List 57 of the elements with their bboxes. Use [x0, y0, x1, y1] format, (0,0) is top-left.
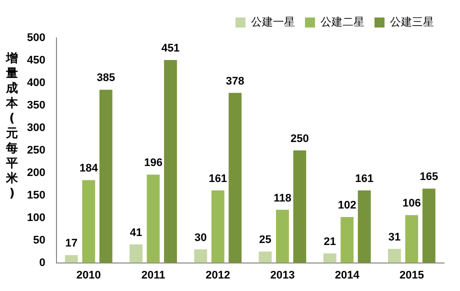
data-label: 250	[290, 132, 309, 145]
y-tick-label: 150	[26, 189, 46, 202]
legend-label: 公建二星	[320, 15, 364, 28]
data-label: 17	[65, 238, 78, 250]
x-tick-label: 2013	[270, 269, 295, 282]
x-tick-label: 2010	[76, 269, 101, 282]
data-label: 385	[96, 72, 116, 84]
data-label: 378	[226, 75, 244, 88]
bar	[276, 210, 289, 263]
data-label: 106	[402, 198, 421, 210]
bar	[99, 90, 112, 263]
text: 增量成本(元每平米)	[6, 50, 18, 200]
y-tick-label: 500	[26, 32, 46, 44]
bar	[211, 190, 224, 263]
y-tick-label: 0	[39, 256, 46, 269]
data-label: 30	[194, 232, 207, 244]
y-tick-label: 300	[26, 122, 46, 134]
bar	[358, 190, 371, 263]
data-label: 165	[420, 171, 438, 184]
bar	[64, 255, 78, 263]
bar	[340, 216, 354, 263]
x-tick-label: 2011	[141, 269, 166, 282]
bar	[323, 253, 336, 263]
legend-label: 公建一星	[251, 15, 295, 28]
bar	[258, 252, 272, 263]
bar	[130, 244, 142, 263]
data-label: 25	[259, 234, 272, 246]
bar	[194, 249, 208, 263]
data-label: 31	[388, 231, 401, 244]
bar	[293, 150, 306, 263]
y-tick-label: 400	[26, 76, 46, 89]
y-tick-label: 50	[33, 234, 46, 246]
bar	[164, 60, 177, 263]
x-tick-label: 2015	[399, 269, 424, 282]
data-label: 118	[274, 192, 292, 204]
bar	[82, 180, 96, 263]
y-tick-label: 450	[26, 54, 46, 67]
data-label: 161	[355, 172, 374, 185]
data-label: 21	[324, 236, 336, 248]
bar	[405, 215, 418, 263]
data-label: 41	[130, 226, 142, 239]
y-tick-label: 100	[26, 212, 46, 224]
data-label: 451	[161, 42, 180, 55]
bar	[388, 248, 401, 263]
x-tick-label: 2014	[334, 269, 360, 282]
data-label: 196	[144, 157, 162, 170]
y-tick-label: 250	[26, 144, 46, 156]
data-label: 161	[208, 172, 228, 185]
data-label: 102	[338, 199, 356, 212]
legend-label: 公建三星	[390, 15, 434, 28]
x-tick-label: 2012	[206, 269, 230, 282]
y-tick-label: 350	[26, 99, 46, 112]
bar	[422, 188, 436, 263]
y-tick-label: 200	[26, 166, 46, 179]
bar	[146, 174, 160, 263]
bar	[228, 92, 242, 263]
data-label: 184	[79, 162, 99, 175]
